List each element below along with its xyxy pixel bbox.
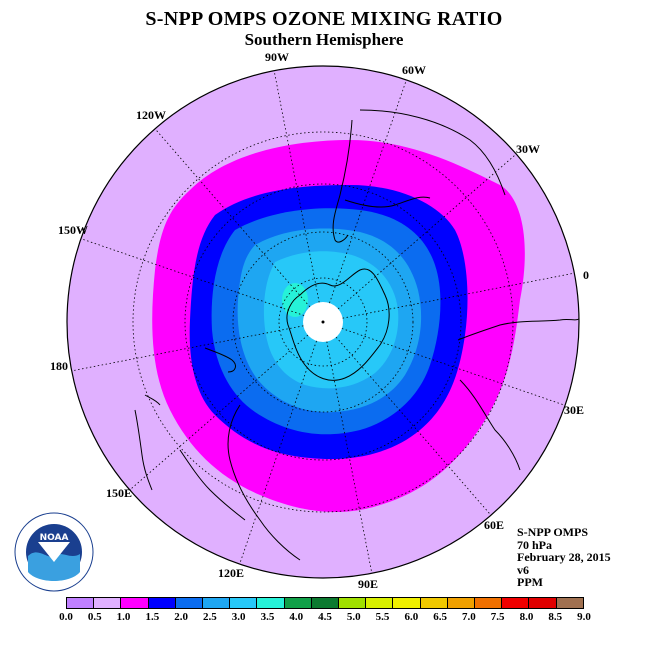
lon-label-60e: 60E [484, 518, 505, 532]
colorbar-segment [502, 598, 530, 608]
meridian-line [129, 334, 309, 491]
colorbar-segment [475, 598, 503, 608]
colorbar-tick-label: 5.5 [375, 611, 390, 623]
lon-label-30w: 30W [516, 142, 540, 156]
pole-dot [321, 320, 325, 324]
colorbar-segment [420, 598, 448, 608]
meridian-line [239, 340, 317, 565]
colorbar-segment [148, 598, 176, 608]
colorbar-tick-label: 2.0 [174, 611, 188, 623]
lon-label-120e: 120E [218, 566, 245, 580]
colorbar-segment [94, 598, 122, 608]
colorbar-tick-label: 3.5 [260, 611, 275, 623]
lon-label-90e: 90E [358, 577, 379, 591]
meridian-line [335, 336, 492, 516]
colorbar-tick-label: 6.5 [433, 611, 447, 623]
latitude-circles [132, 131, 514, 513]
meridian-line [154, 128, 311, 308]
lon-label-60w: 60W [402, 63, 426, 77]
info-instrument: S-NPP OMPS [517, 525, 588, 539]
meridian-line [329, 79, 407, 304]
colorbar-segment [230, 598, 258, 608]
colorbar-tick-label: 1.5 [145, 611, 160, 623]
colorbar-tick-label: 2.5 [203, 611, 217, 623]
colorbar-segment [284, 598, 312, 608]
colorbar-tick-label: 0.0 [59, 611, 73, 623]
colorbar-segment [121, 598, 149, 608]
colorbar-tick-label: 6.0 [404, 611, 419, 623]
colorbar-tick-label: 8.0 [519, 611, 534, 623]
colorbar-tick-label: 5.0 [346, 611, 361, 623]
meridian-line [71, 325, 304, 372]
colorbar-segment [366, 598, 394, 608]
coastlines [134, 109, 579, 561]
colorbar-segment [339, 598, 367, 608]
colorbar-ticks: 0.0 0.5 1.0 1.5 2.0 2.5 3.0 3.5 4.0 4.5 5.0 5.5 6.0 6… [59, 611, 591, 625]
colorbar-segment [257, 598, 285, 608]
svg-text:NOAA: NOAA [40, 533, 69, 543]
colorbar-tick-label: 1.0 [116, 611, 131, 623]
map-boundary [66, 65, 580, 579]
colorbar-segment [556, 598, 583, 608]
colorbar-segment [447, 598, 476, 608]
meridian-line [337, 153, 517, 310]
colorbar-tick-label: 9.0 [577, 611, 591, 623]
meridian-line [273, 70, 320, 303]
lon-label-120w: 120W [136, 108, 166, 122]
meridian-line [80, 238, 305, 316]
info-units: PPM [517, 575, 543, 589]
info-date: February 28, 2015 [517, 550, 611, 564]
colorbar-tick-label: 8.5 [548, 611, 563, 623]
colorbar-segment [393, 598, 421, 608]
colorbar-tick-label: 7.0 [462, 611, 476, 623]
info-version: v6 [517, 562, 529, 577]
info-block: S-NPP OMPS 70 hPa February 28, 2015 v6 P… [517, 526, 611, 589]
lon-label-150w: 150W [58, 223, 88, 237]
lon-label-150e: 150E [106, 486, 133, 500]
colorbar [66, 597, 584, 609]
meridian-line [341, 328, 566, 406]
meridians [71, 70, 575, 574]
colorbar-tick-label: 4.5 [318, 611, 332, 623]
colorbar-tick-label: 4.0 [289, 611, 304, 623]
colorbar-segment [311, 598, 340, 608]
colorbar-segment [203, 598, 231, 608]
colorbar-tick-label: 0.5 [87, 611, 102, 623]
lon-label-90w: 90W [265, 50, 289, 64]
noaa-logo: NOAA [14, 512, 94, 592]
lon-label-180: 180 [50, 359, 68, 373]
info-pressure: 70 hPa [517, 537, 553, 552]
figure-title: S-NPP OMPS OZONE MIXING RATIO [145, 8, 503, 30]
colorbar-segment [175, 598, 204, 608]
colorbar-tick-label: 7.5 [490, 611, 505, 623]
lon-label-30e: 30E [564, 403, 585, 417]
colorbar-segment [67, 598, 95, 608]
colorbar-segment [529, 598, 557, 608]
lon-label-0: 0 [583, 268, 589, 282]
meridian-line [342, 272, 575, 319]
meridian-line [326, 341, 373, 574]
figure-subtitle: Southern Hemisphere [244, 30, 404, 49]
colorbar-tick-label: 3.0 [231, 611, 246, 623]
